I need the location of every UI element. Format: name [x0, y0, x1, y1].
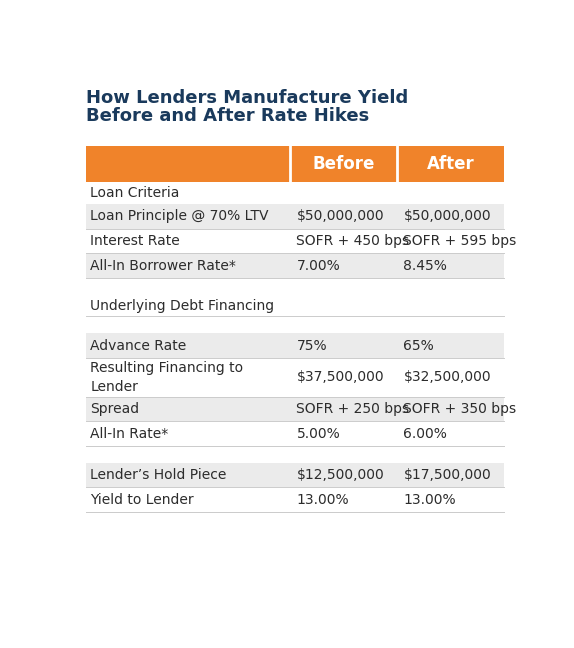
- Bar: [86, 183, 504, 204]
- Bar: [86, 295, 504, 316]
- Text: SOFR + 595 bps: SOFR + 595 bps: [404, 234, 517, 248]
- Bar: [86, 358, 504, 397]
- Text: $12,500,000: $12,500,000: [297, 468, 384, 482]
- Text: Before and After Rate Hikes: Before and After Rate Hikes: [86, 107, 369, 125]
- Text: Resulting Financing to
Lender: Resulting Financing to Lender: [90, 360, 243, 394]
- Text: Yield to Lender: Yield to Lender: [90, 492, 194, 507]
- Bar: [86, 421, 504, 446]
- Text: Before: Before: [313, 155, 375, 173]
- Text: SOFR + 250 bps: SOFR + 250 bps: [297, 402, 410, 416]
- Text: Loan Principle @ 70% LTV: Loan Principle @ 70% LTV: [90, 209, 269, 224]
- Text: $37,500,000: $37,500,000: [297, 370, 384, 384]
- Bar: [86, 316, 504, 334]
- Bar: [86, 334, 504, 358]
- Text: 13.00%: 13.00%: [404, 492, 456, 507]
- Bar: [86, 146, 504, 183]
- Bar: [86, 204, 504, 229]
- Text: 65%: 65%: [404, 339, 434, 353]
- Text: SOFR + 350 bps: SOFR + 350 bps: [404, 402, 517, 416]
- Bar: [86, 397, 504, 421]
- Text: All-In Rate*: All-In Rate*: [90, 426, 169, 441]
- Bar: [86, 278, 504, 295]
- Text: Loan Criteria: Loan Criteria: [90, 186, 180, 200]
- Text: All-In Borrower Rate*: All-In Borrower Rate*: [90, 259, 236, 273]
- Bar: [86, 463, 504, 487]
- Bar: [86, 229, 504, 253]
- Text: $50,000,000: $50,000,000: [404, 209, 491, 224]
- Bar: [86, 253, 504, 278]
- Text: SOFR + 450 bps: SOFR + 450 bps: [297, 234, 410, 248]
- Text: How Lenders Manufacture Yield: How Lenders Manufacture Yield: [86, 89, 408, 106]
- Text: Spread: Spread: [90, 402, 139, 416]
- Text: Lender’s Hold Piece: Lender’s Hold Piece: [90, 468, 227, 482]
- Text: 75%: 75%: [297, 339, 327, 353]
- Text: 13.00%: 13.00%: [297, 492, 349, 507]
- Text: After: After: [427, 155, 475, 173]
- Bar: [86, 487, 504, 512]
- Text: 8.45%: 8.45%: [404, 259, 447, 273]
- Text: 6.00%: 6.00%: [404, 426, 447, 441]
- Bar: [86, 446, 504, 463]
- Text: Advance Rate: Advance Rate: [90, 339, 187, 353]
- Text: Underlying Debt Financing: Underlying Debt Financing: [90, 299, 274, 313]
- Text: $32,500,000: $32,500,000: [404, 370, 491, 384]
- Text: Interest Rate: Interest Rate: [90, 234, 180, 248]
- Text: $17,500,000: $17,500,000: [404, 468, 491, 482]
- Text: 5.00%: 5.00%: [297, 426, 340, 441]
- Text: 7.00%: 7.00%: [297, 259, 340, 273]
- Text: $50,000,000: $50,000,000: [297, 209, 384, 224]
